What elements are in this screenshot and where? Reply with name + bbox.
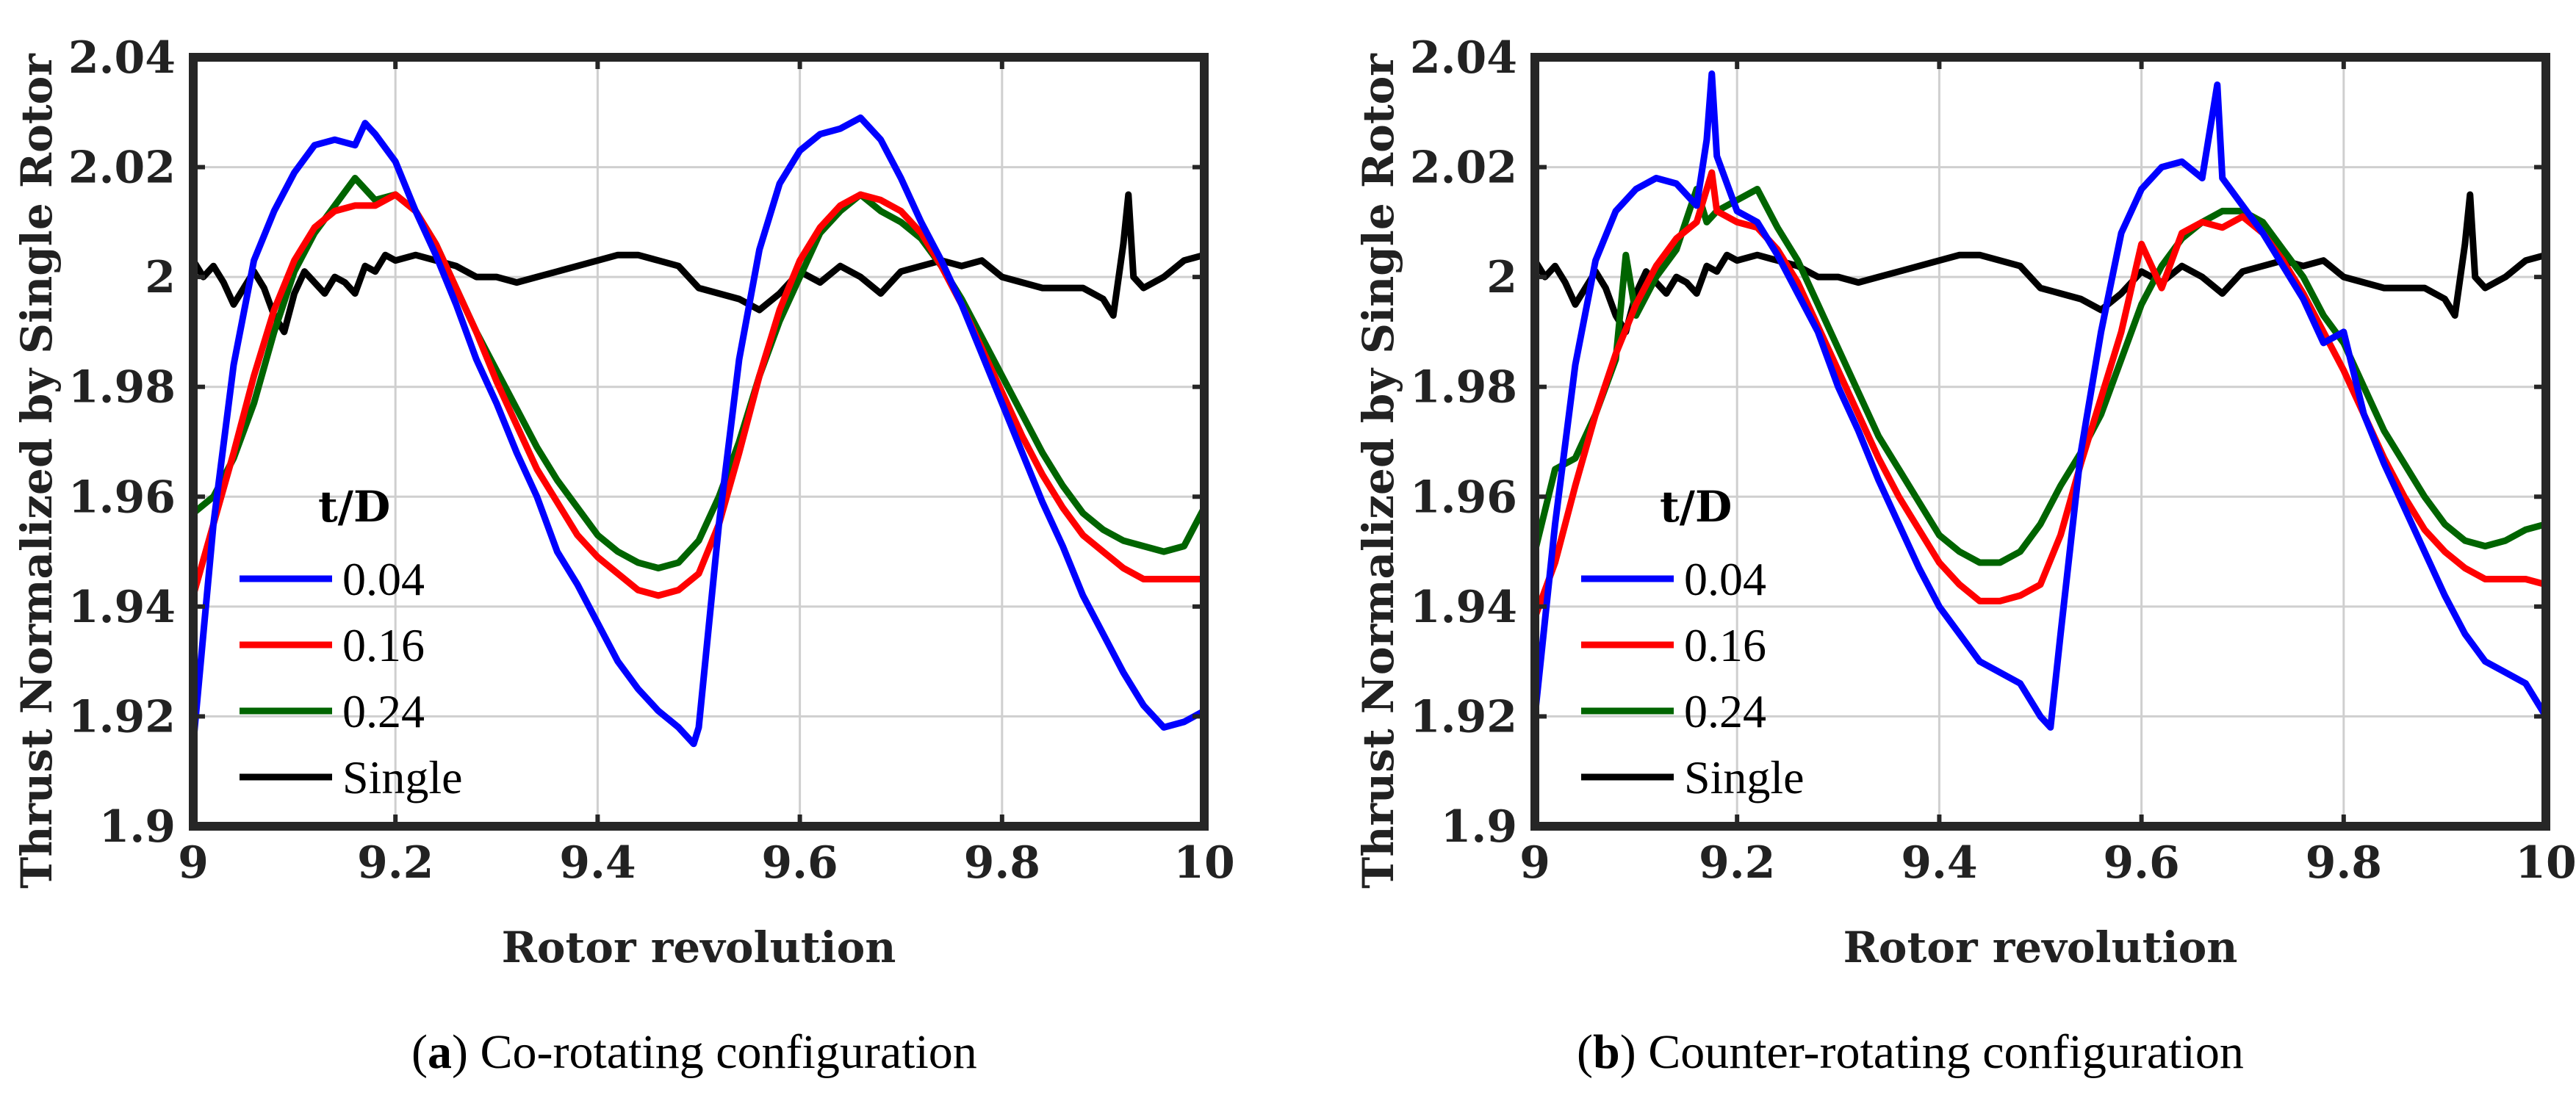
legend-label: Single	[342, 751, 463, 803]
y-tick-label: 1.98	[1410, 362, 1517, 413]
x-tick-label: 9.4	[1901, 837, 1977, 889]
series-line-single	[1535, 191, 2546, 336]
series-line-0-24	[193, 175, 1204, 571]
tick-marks	[1533, 55, 2548, 828]
legend-label: 0.16	[1684, 619, 1766, 671]
y-tick-label: 1.96	[68, 472, 176, 523]
axes-frame	[1530, 53, 2550, 831]
legend-label: 0.24	[342, 685, 425, 737]
caption-a: (a) Co-rotating configuration	[411, 1025, 977, 1079]
y-tick-label: 2.04	[68, 32, 176, 84]
legend-title: t/D	[1660, 482, 1732, 532]
caption-b: (b) Counter-rotating configuration	[1577, 1025, 2244, 1079]
y-tick-label: 2.02	[1410, 142, 1517, 194]
x-tick-label: 9	[1519, 837, 1550, 889]
x-tick-label: 9	[178, 837, 209, 889]
figure-panel-b: 9 9.2 9.4 9.6 9.8 10 1.9 1.92 1.94 1.96 1.98 2 2.02 2…	[1342, 0, 2576, 1098]
x-tick-label: 9.2	[357, 837, 433, 889]
series-group	[193, 114, 1204, 748]
y-tick-label: 1.98	[68, 362, 176, 413]
x-tick-label: 10	[2515, 837, 2576, 889]
series-group	[1535, 70, 2546, 731]
figure-panel-a: 9 9.2 9.4 9.6 9.8 10 1.9 1.92 1.94 1.96 1.98 2 2.02 2…	[12, 32, 1235, 1079]
y-axis-label: Thrust Normalized by Single Rotor	[12, 53, 62, 889]
tick-marks	[191, 55, 1206, 828]
x-tick-label: 9.2	[1699, 837, 1775, 889]
caption-a-letter: a	[427, 1025, 452, 1079]
chart-b: 9 9.2 9.4 9.6 9.8 10 1.9 1.92 1.94 1.96 1.98 2 2.02 2…	[1353, 32, 2576, 972]
x-tick-label: 9.4	[559, 837, 636, 889]
y-tick-label: 2.02	[68, 142, 176, 194]
x-tick-label: 9.8	[964, 837, 1040, 889]
legend-label: 0.04	[1684, 553, 1766, 605]
caption-a-text: Co-rotating configuration	[480, 1025, 977, 1079]
legend: t/D 0.04 0.16 0.24 Single	[1581, 482, 1805, 803]
series-line-0-04	[1535, 70, 2546, 731]
y-tick-label: 1.92	[1410, 691, 1517, 743]
x-tick-label: 9.8	[2306, 837, 2382, 889]
series-line-0-16	[1535, 169, 2546, 621]
caption-b-letter: b	[1592, 1025, 1620, 1079]
legend: t/D 0.04 0.16 0.24 Single	[240, 482, 463, 803]
x-tick-label: 10	[1173, 837, 1235, 889]
legend-title: t/D	[318, 482, 390, 532]
series-line-0-04	[193, 114, 1204, 748]
legend-label: Single	[1684, 751, 1805, 803]
series-line-0-16	[193, 191, 1204, 599]
legend-label: 0.16	[342, 619, 425, 671]
x-tick-label: 9.6	[2103, 837, 2179, 889]
y-axis-label: Thrust Normalized by Single Rotor	[1353, 53, 1403, 889]
chart-a: 9 9.2 9.4 9.6 9.8 10 1.9 1.92 1.94 1.96 1.98 2 2.02 2…	[12, 32, 1235, 972]
legend-label: 0.04	[342, 553, 425, 605]
y-tick-label: 1.96	[1410, 472, 1517, 523]
x-tick-label: 9.6	[761, 837, 838, 889]
x-axis-label: Rotor revolution	[1843, 922, 2238, 972]
y-tick-label: 2	[1486, 252, 1517, 303]
y-tick-label: 1.9	[99, 801, 176, 853]
axes-frame	[189, 53, 1209, 831]
caption-b-text: Counter-rotating configuration	[1648, 1025, 2244, 1079]
y-tick-label: 1.94	[1410, 582, 1517, 633]
y-tick-label: 2.04	[1410, 32, 1517, 84]
legend-label: 0.24	[1684, 685, 1766, 737]
y-tick-label: 2	[145, 252, 176, 303]
y-tick-label: 1.9	[1441, 801, 1517, 853]
y-tick-label: 1.92	[68, 691, 176, 743]
series-line-0-24	[1535, 186, 2546, 566]
x-axis-label: Rotor revolution	[502, 922, 896, 972]
series-line-single	[193, 191, 1204, 336]
y-tick-label: 1.94	[68, 582, 176, 633]
